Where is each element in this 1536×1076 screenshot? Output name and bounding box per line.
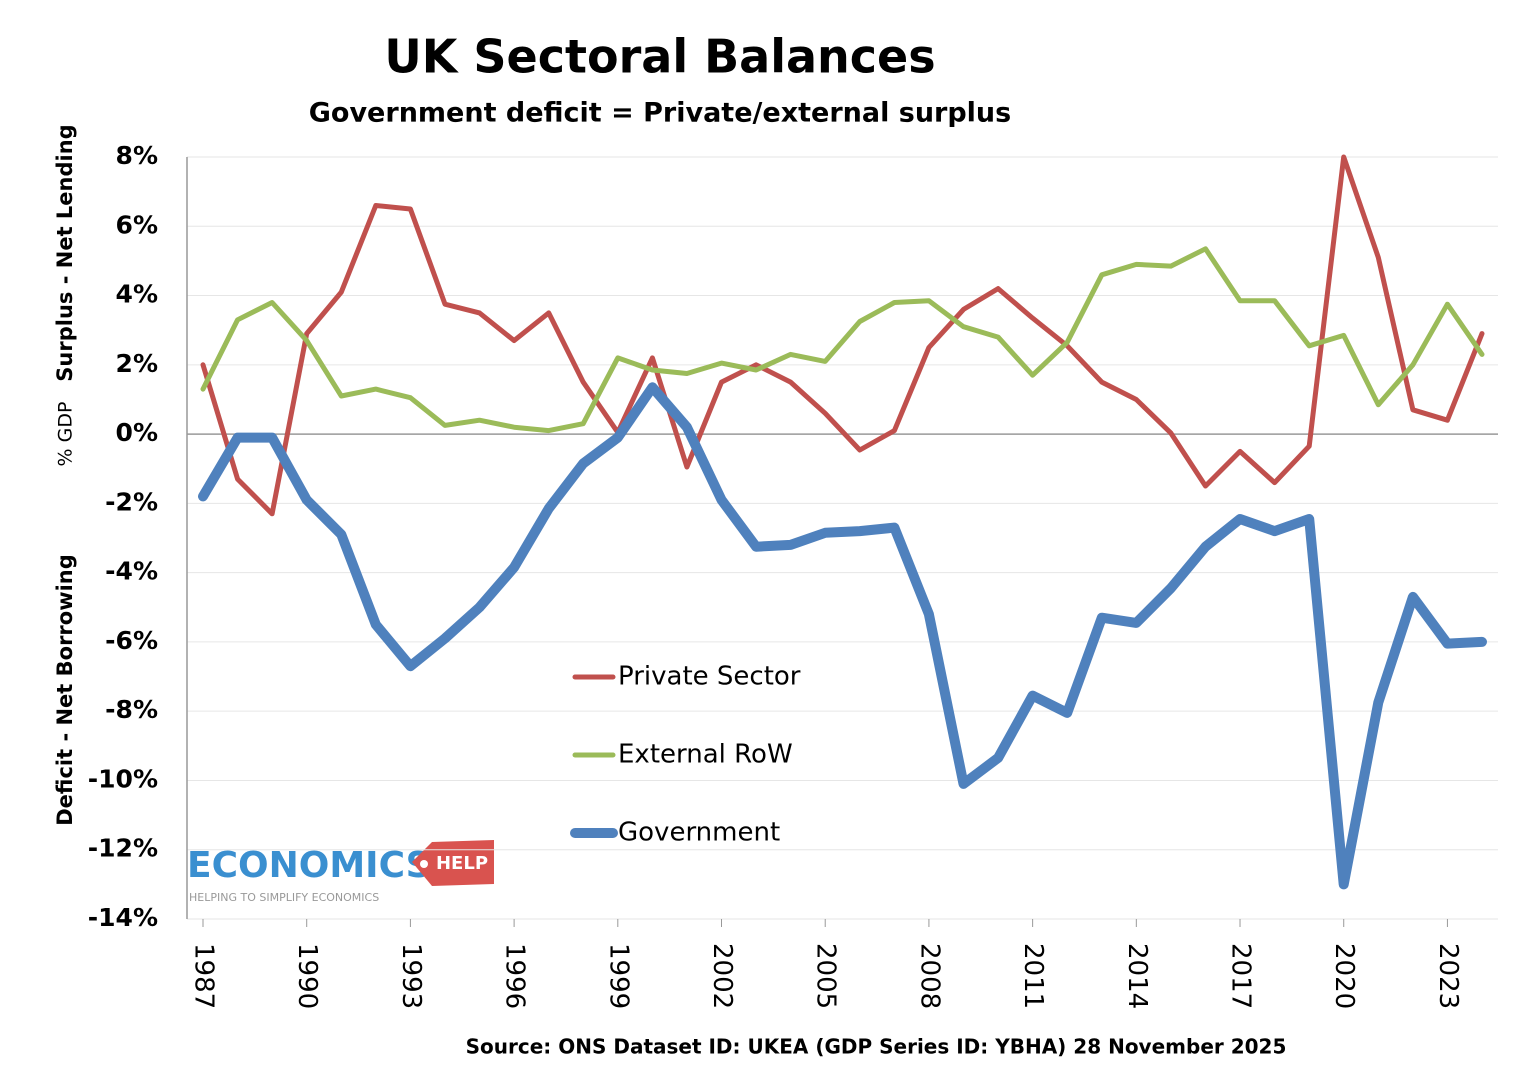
legend-label: Private Sector	[618, 662, 801, 692]
logo: ECONOMICS HELP HELPING TO SIMPLIFY ECONO…	[187, 840, 494, 904]
legend-label: External RoW	[618, 740, 793, 770]
y-tick-label: -10%	[88, 764, 158, 793]
y-tick-label: 4%	[116, 280, 158, 309]
x-tick-label: 1996	[500, 943, 530, 1009]
y-tick-label: -12%	[88, 834, 158, 863]
y-axis-label: Deficit - Net Borrowing	[53, 554, 77, 826]
y-tick-label: -14%	[88, 903, 158, 932]
x-tick-label: 2011	[1018, 943, 1048, 1009]
y-tick-label: -6%	[105, 626, 158, 655]
x-tick-label: 1993	[396, 943, 426, 1009]
x-tick-label: 2017	[1226, 943, 1256, 1009]
y-tick-label: 2%	[116, 349, 158, 378]
series-line	[198, 382, 1487, 890]
y-tick-label: 0%	[116, 418, 158, 447]
x-tick-label: 2023	[1433, 943, 1463, 1009]
y-tick-label: -8%	[105, 695, 158, 724]
legend-label: Government	[618, 818, 780, 848]
x-tick-label: 2020	[1329, 943, 1359, 1009]
x-tick-label: 1999	[603, 943, 633, 1009]
logo-name: ECONOMICS	[187, 845, 432, 886]
y-axis-label: Surplus - Net Lending	[53, 124, 77, 381]
y-tick-label: -4%	[105, 557, 158, 586]
series-line	[200, 246, 1485, 434]
x-tick-label: 2005	[811, 943, 841, 1009]
chart-title: UK Sectoral Balances	[384, 30, 935, 84]
x-tick-label: 1987	[189, 943, 219, 1009]
y-tick-label: -2%	[105, 487, 158, 516]
x-tick-label: 2008	[914, 943, 944, 1009]
series-line	[200, 154, 1485, 517]
y-axis-label: % GDP	[55, 402, 77, 467]
logo-hole	[420, 860, 428, 868]
y-tick-label: 8%	[116, 141, 158, 170]
logo-tagline: HELPING TO SIMPLIFY ECONOMICS	[189, 891, 379, 904]
source-note: Source: ONS Dataset ID: UKEA (GDP Series…	[466, 1035, 1287, 1059]
chart-subtitle: Government deficit = Private/external su…	[309, 98, 1011, 129]
logo-badge: HELP	[436, 853, 488, 874]
x-tick-label: 2014	[1122, 943, 1152, 1009]
x-tick-label: 2002	[707, 943, 737, 1009]
x-tick-label: 1990	[292, 943, 322, 1009]
y-tick-label: 6%	[116, 210, 158, 239]
logo-tag	[412, 840, 494, 886]
plot-area	[186, 156, 1498, 927]
